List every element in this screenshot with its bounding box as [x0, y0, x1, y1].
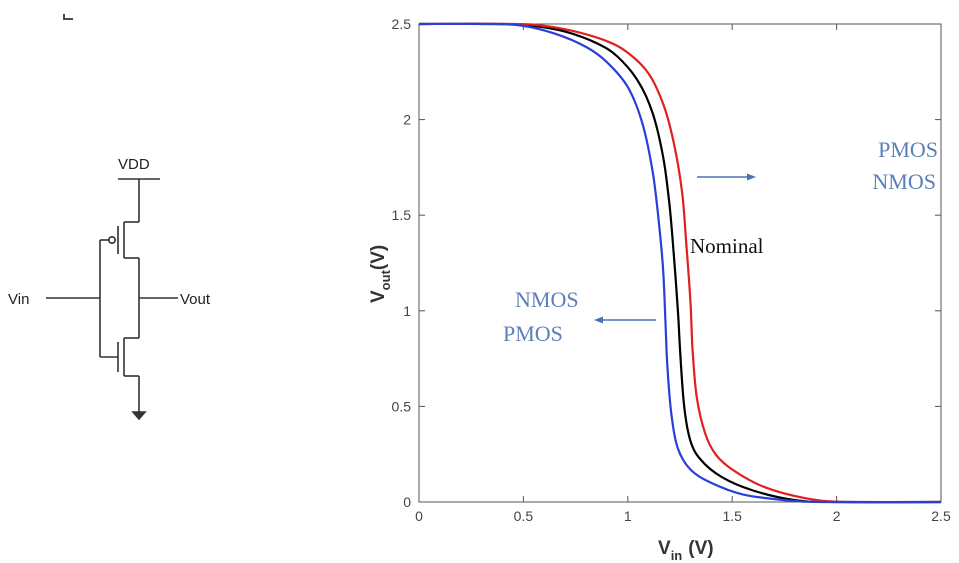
y-tick-label: 1.5	[392, 207, 412, 223]
nmos-transistor	[100, 337, 139, 377]
vtc-chart: 0 0.5 1 1.5 2 2.500.511.522.5 Vin (V) Vout(V) …	[368, 16, 951, 563]
y-tick-label: 0	[403, 494, 411, 510]
y-tick-label: 2.5	[392, 16, 412, 32]
arrow-left-icon	[594, 316, 656, 324]
y-axis-label: Vout(V)	[368, 245, 393, 303]
arrow-right-icon	[697, 173, 756, 181]
x-axis-label: Vin (V)	[658, 538, 714, 563]
vin-label: Vin	[8, 291, 29, 308]
ground-icon	[131, 411, 147, 421]
annotation-right-line1: PMOS	[878, 137, 938, 162]
x-tick-label: 0	[415, 508, 423, 524]
y-tick-label: 1	[403, 303, 411, 319]
x-tick-label: 0.5	[514, 508, 534, 524]
curve-blue	[418, 22, 942, 504]
vdd-label: VDD	[118, 156, 150, 173]
y-axis-label-subscript: out	[378, 269, 393, 290]
plot-frame	[418, 23, 942, 503]
vout-label: Vout	[180, 291, 211, 308]
inverter-schematic	[46, 14, 178, 421]
y-tick-label: 2	[403, 112, 411, 128]
transfer-curves	[418, 22, 942, 504]
x-tick-label: 1.5	[722, 508, 742, 524]
x-tick-label: 2	[833, 508, 841, 524]
annotation-right-line2: NMOS	[872, 169, 936, 194]
pmos-transistor	[100, 221, 139, 259]
x-tick-label: 1	[624, 508, 632, 524]
curve-nominal	[418, 22, 942, 504]
annotation-left-line2: PMOS	[503, 321, 563, 346]
corner-mark	[63, 14, 73, 20]
curve-red	[418, 22, 942, 504]
annotation-left-line1: NMOS	[515, 287, 579, 312]
axis-ticks: 0 0.5 1 1.5 2 2.5 0 0.5 1 1.5 2 2.5	[392, 16, 951, 524]
x-axis-label-subscript: in	[671, 548, 683, 563]
annotation-nominal: Nominal	[690, 234, 764, 258]
x-tick-label: 2.5	[931, 508, 951, 524]
y-tick-label: 0.5	[392, 398, 412, 414]
